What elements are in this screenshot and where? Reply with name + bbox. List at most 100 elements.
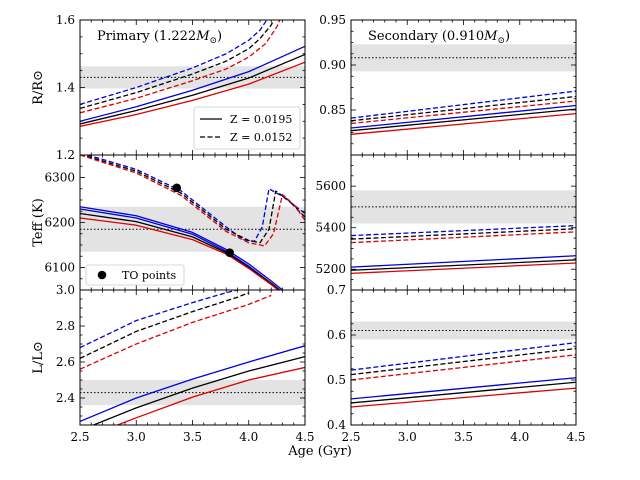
series-line-z-0-0152-red: [80, 20, 281, 114]
plot-area: [351, 321, 576, 408]
legend-label: Z = 0.0195: [230, 113, 292, 126]
panel-primary-teff: 6100 6200 6300 Teff (K) TO points: [31, 154, 306, 291]
series-line-z-0-0152-blue: [85, 155, 305, 243]
panel-title-text: Secondary (0.910: [368, 29, 484, 44]
series-line-z-0-0195-blue: [80, 206, 284, 290]
legend-box: [85, 264, 185, 286]
y-tick-label: 0.90: [319, 58, 346, 72]
y-tick-label: 0.6: [327, 328, 346, 342]
x-tick-label: 3.5: [183, 430, 202, 444]
y-tick-label: 5400: [315, 221, 346, 235]
series-line-z-0-0195-blue: [351, 255, 576, 268]
panel-title-sun-subscript: ⊙: [210, 36, 218, 46]
x-tick-label: 3.0: [127, 430, 146, 444]
x-tick-label: 4.5: [566, 430, 585, 444]
series-line-z-0-0195-black: [351, 108, 576, 132]
series-line-z-0-0152-red: [351, 354, 576, 381]
series-line-z-0-0195-red: [80, 217, 280, 290]
series-line-z-0-0152-blue: [80, 290, 240, 349]
panel-secondary-luminosity: 2.5 3.0 3.5 4.0 4.5 0.4 0.5 0.6 0.7: [327, 283, 586, 444]
series-line-z-0-0152-black: [80, 155, 305, 244]
series-line-z-0-0152-black: [80, 20, 275, 110]
y-tick-label: 6100: [44, 261, 75, 275]
panel-title-mass-symbol: M: [195, 29, 210, 44]
plot-area: [351, 190, 576, 275]
y-tick-label: 1.2: [56, 148, 75, 162]
x-tick-label: 4.0: [510, 430, 529, 444]
plot-area: [80, 20, 305, 127]
series-line-z-0-0152-black: [351, 95, 576, 122]
series-line-z-0-0152-blue: [351, 342, 576, 371]
y-axis-title: Teff (K): [31, 198, 46, 247]
panel-title-text: Primary (1.222: [97, 29, 196, 44]
series-line-z-0-0195-red: [351, 112, 576, 135]
series-line-z-0-0152-blue: [80, 20, 268, 105]
y-tick-label: 0.5: [327, 373, 346, 387]
x-tick-label: 2.5: [70, 430, 89, 444]
x-tick-label: 3.0: [398, 430, 417, 444]
series-line-z-0-0152-black: [351, 347, 576, 376]
y-tick-label: 0.85: [319, 103, 346, 117]
y-tick-label: 1.6: [56, 13, 75, 27]
series-line-z-0-0152-red: [80, 294, 272, 370]
plot-area: [80, 290, 305, 425]
plot-area: [351, 44, 576, 135]
series-line-z-0-0195-black: [351, 259, 576, 271]
y-tick-label: 0.95: [319, 13, 346, 27]
legend-marker: [97, 270, 107, 280]
series-line-z-0-0152-red: [351, 100, 576, 125]
series-line-z-0-0195-blue: [351, 104, 576, 129]
panel-title-mass-symbol: M: [483, 29, 498, 44]
panel-title: Primary (1.222M⊙): [97, 29, 222, 46]
y-tick-label: 5200: [315, 262, 346, 276]
series-line-z-0-0195-black: [80, 53, 305, 125]
panel-primary-luminosity: 2.5 3.0 3.5 4.0 4.5 2.4 2.6 2.8 3.0 L/L⊙: [31, 283, 315, 444]
series-line-z-0-0195-black: [91, 355, 305, 425]
x-tick-label: 3.5: [454, 430, 473, 444]
x-tick-label: 4.5: [295, 430, 314, 444]
legend-label: Z = 0.0152: [230, 131, 292, 144]
series-line-z-0-0195-blue: [351, 377, 576, 400]
x-tick-label: 2.5: [341, 430, 360, 444]
series-line-z-0-0152-blue: [351, 224, 576, 237]
panel-primary-radius: 1.2 1.4 1.6 R/R⊙ Primary (1.222M⊙) Z = 0.0195…: [31, 13, 306, 162]
y-tick-label: 0.4: [327, 418, 346, 432]
panel-title-close: ): [217, 29, 222, 44]
y-tick-label: 2.8: [56, 319, 75, 333]
plot-area: [80, 155, 305, 290]
panel-title-sun-subscript: ⊙: [497, 36, 505, 46]
y-tick-label: 6300: [44, 171, 75, 185]
series-line-z-0-0195-red: [351, 262, 576, 275]
series-line-z-0-0152-blue: [351, 90, 576, 119]
panel-secondary-teff: 5200 5400 5600: [315, 154, 577, 291]
series-line-z-0-0195-black: [80, 212, 281, 290]
y-tick-label: 5600: [315, 179, 346, 193]
to-point-marker: [225, 248, 234, 257]
y-tick-label: 0.7: [327, 283, 346, 297]
series-line-z-0-0152-red: [351, 231, 576, 244]
to-point-marker: [172, 183, 182, 193]
panel-title-close: ): [505, 29, 510, 44]
legend-label: TO points: [122, 269, 177, 282]
series-line-z-0-0195-black: [351, 381, 576, 404]
series-line-z-0-0195-red: [351, 387, 576, 408]
y-tick-label: 2.4: [56, 391, 75, 405]
series-line-z-0-0195-blue-b: [80, 208, 281, 290]
series-line-z-0-0152-black: [351, 228, 576, 240]
legend-box: [193, 106, 301, 150]
series-line-z-0-0195-blue: [80, 45, 305, 122]
series-line-z-0-0152-black: [80, 292, 249, 359]
series-line-z-0-0195-blue: [80, 345, 305, 423]
x-tick-label: 4.0: [239, 430, 258, 444]
y-tick-label: 6200: [44, 216, 75, 230]
y-tick-label: 2.6: [56, 355, 75, 369]
panel-secondary-radius: 0.85 0.90 0.95 Secondary (0.910M⊙): [319, 13, 577, 156]
series-line-z-0-0152-red: [80, 155, 305, 247]
series-line-z-0-0195-red: [80, 61, 305, 127]
panel-title: Secondary (0.910M⊙): [368, 29, 510, 46]
y-axis-title: L/L⊙: [31, 341, 46, 374]
y-axis-title: R/R⊙: [31, 70, 46, 105]
x-axis-title: Age (Gyr): [287, 444, 352, 459]
y-tick-label: 3.0: [56, 283, 75, 297]
